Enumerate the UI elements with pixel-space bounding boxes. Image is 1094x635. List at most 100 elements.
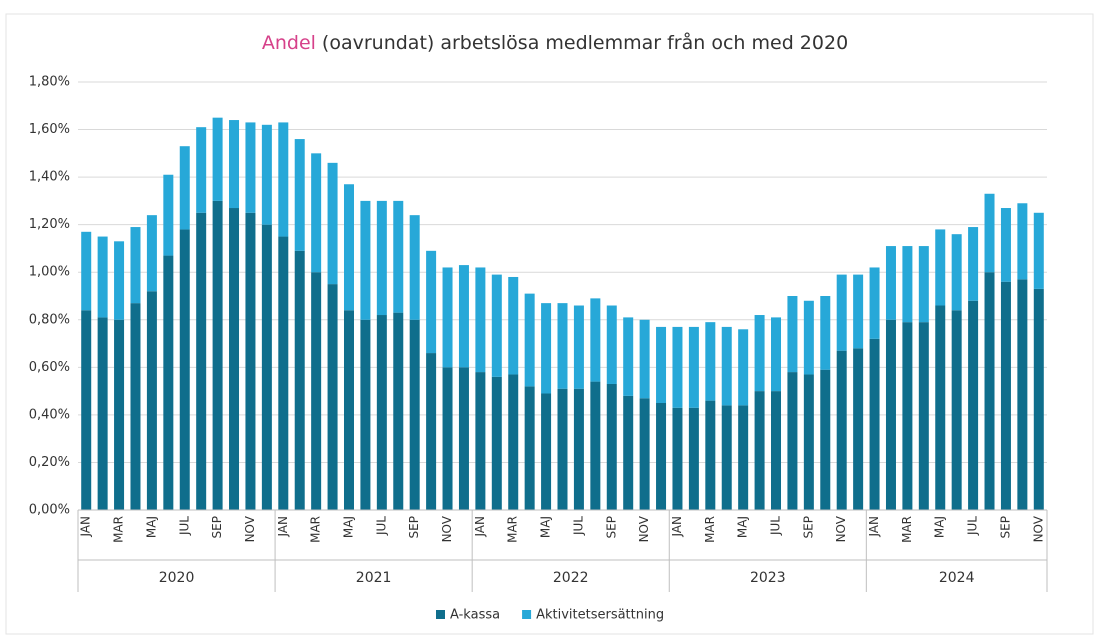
bar-segment <box>853 274 864 349</box>
y-tick-label: 1,80% <box>29 75 70 90</box>
x-tick-label: NOV <box>637 515 651 542</box>
bar-segment <box>705 400 716 510</box>
bar-segment <box>146 291 157 510</box>
bar-segment <box>146 215 157 292</box>
x-tick-label: JUL <box>769 516 783 536</box>
bar-segment <box>902 322 913 510</box>
bar-segment <box>803 300 814 375</box>
bar-segment <box>81 310 92 510</box>
y-tick-label: 0,20% <box>29 455 70 470</box>
bar-segment <box>1033 288 1044 510</box>
group-label: 2023 <box>750 570 786 586</box>
bar-segment <box>590 381 601 510</box>
bar-segment <box>820 296 831 370</box>
bar-segment <box>179 146 190 230</box>
bar-segment <box>130 227 141 304</box>
bar-segment <box>1017 279 1028 510</box>
x-tick-label: NOV <box>1031 515 1045 542</box>
x-tick-label: JUL <box>571 516 585 536</box>
bar-segment <box>360 319 371 510</box>
bar-segment <box>853 348 864 510</box>
bar-segment <box>672 407 683 510</box>
y-tick-label: 1,40% <box>29 170 70 185</box>
y-tick-label: 1,60% <box>29 122 70 137</box>
bar-segment <box>705 322 716 401</box>
bar-segment <box>968 300 979 510</box>
bar-segment <box>787 372 798 510</box>
bar-segment <box>114 319 125 510</box>
x-tick-label: SEP <box>801 516 815 538</box>
bar-segment <box>935 229 946 306</box>
bar-segment <box>738 405 749 510</box>
x-tick-label: SEP <box>407 516 421 538</box>
group-label: 2024 <box>939 570 975 586</box>
x-tick-label: SEP <box>210 516 224 538</box>
bar-segment <box>1033 212 1044 289</box>
title-highlight: Andel <box>262 32 316 54</box>
bar-segment <box>951 234 962 311</box>
bar-segment <box>1000 281 1011 510</box>
bar-segment <box>984 272 995 510</box>
bar-segment <box>557 388 568 510</box>
bar-segment <box>442 267 453 368</box>
bar-segment <box>393 200 404 313</box>
bar-segment <box>163 174 174 256</box>
x-tick-label: JAN <box>79 516 93 538</box>
bar-segment <box>721 405 732 510</box>
bar-segment <box>179 229 190 510</box>
bar-segment <box>918 246 929 323</box>
bar-segment <box>327 284 338 510</box>
bar-segment <box>130 303 141 510</box>
bar-segment <box>458 367 469 510</box>
bar-segment <box>836 274 847 351</box>
bar-segment <box>918 322 929 510</box>
bar-segment <box>968 227 979 301</box>
bar-segment <box>524 293 535 387</box>
x-tick-label: MAJ <box>539 516 553 538</box>
bar-segment <box>409 319 420 510</box>
x-tick-label: MAJ <box>144 516 158 538</box>
bar-segment <box>885 319 896 510</box>
bar-segment <box>294 139 305 251</box>
bar-segment <box>508 276 519 375</box>
x-tick-label: JUL <box>966 516 980 536</box>
bar-segment <box>212 200 223 510</box>
x-tick-label: JAN <box>867 516 881 538</box>
bar-segment <box>343 310 354 510</box>
bar-segment <box>606 383 617 510</box>
y-tick-label: 0,40% <box>29 407 70 422</box>
bar-segment <box>1000 208 1011 282</box>
bar-segment <box>541 303 552 394</box>
bar-segment <box>327 162 338 285</box>
bar-segment <box>573 388 584 510</box>
bar-segment <box>360 200 371 320</box>
bar-segment <box>376 315 387 510</box>
bar-segment <box>311 272 322 510</box>
x-tick-label: MAJ <box>341 516 355 538</box>
bar-segment <box>656 403 667 510</box>
bar-segment <box>869 338 880 510</box>
bar-segment <box>508 374 519 510</box>
bar-segment <box>81 231 92 311</box>
x-tick-label: MAR <box>703 516 717 543</box>
legend: A-kassa Aktivitetsersättning <box>436 608 664 623</box>
x-tick-label: JAN <box>473 516 487 538</box>
bar-segment <box>229 120 240 209</box>
x-tick-label: MAR <box>506 516 520 543</box>
bar-segment <box>721 326 732 406</box>
chart-title: Andel (oavrundat) arbetslösa medlemmar fr… <box>262 31 848 54</box>
bar-segment <box>442 367 453 510</box>
bar-segment <box>475 372 486 510</box>
bar-segment <box>261 124 272 225</box>
bar-segment <box>114 241 125 320</box>
bar-segment <box>754 315 765 392</box>
bar-segment <box>803 374 814 510</box>
bar-segment <box>491 274 502 377</box>
bar-segment <box>491 376 502 510</box>
bar-segment <box>820 369 831 510</box>
bar-segment <box>475 267 486 373</box>
x-tick-label: MAR <box>309 516 323 543</box>
bar-segment <box>426 353 437 510</box>
bar-segment <box>196 127 207 213</box>
bar-segment <box>836 350 847 510</box>
